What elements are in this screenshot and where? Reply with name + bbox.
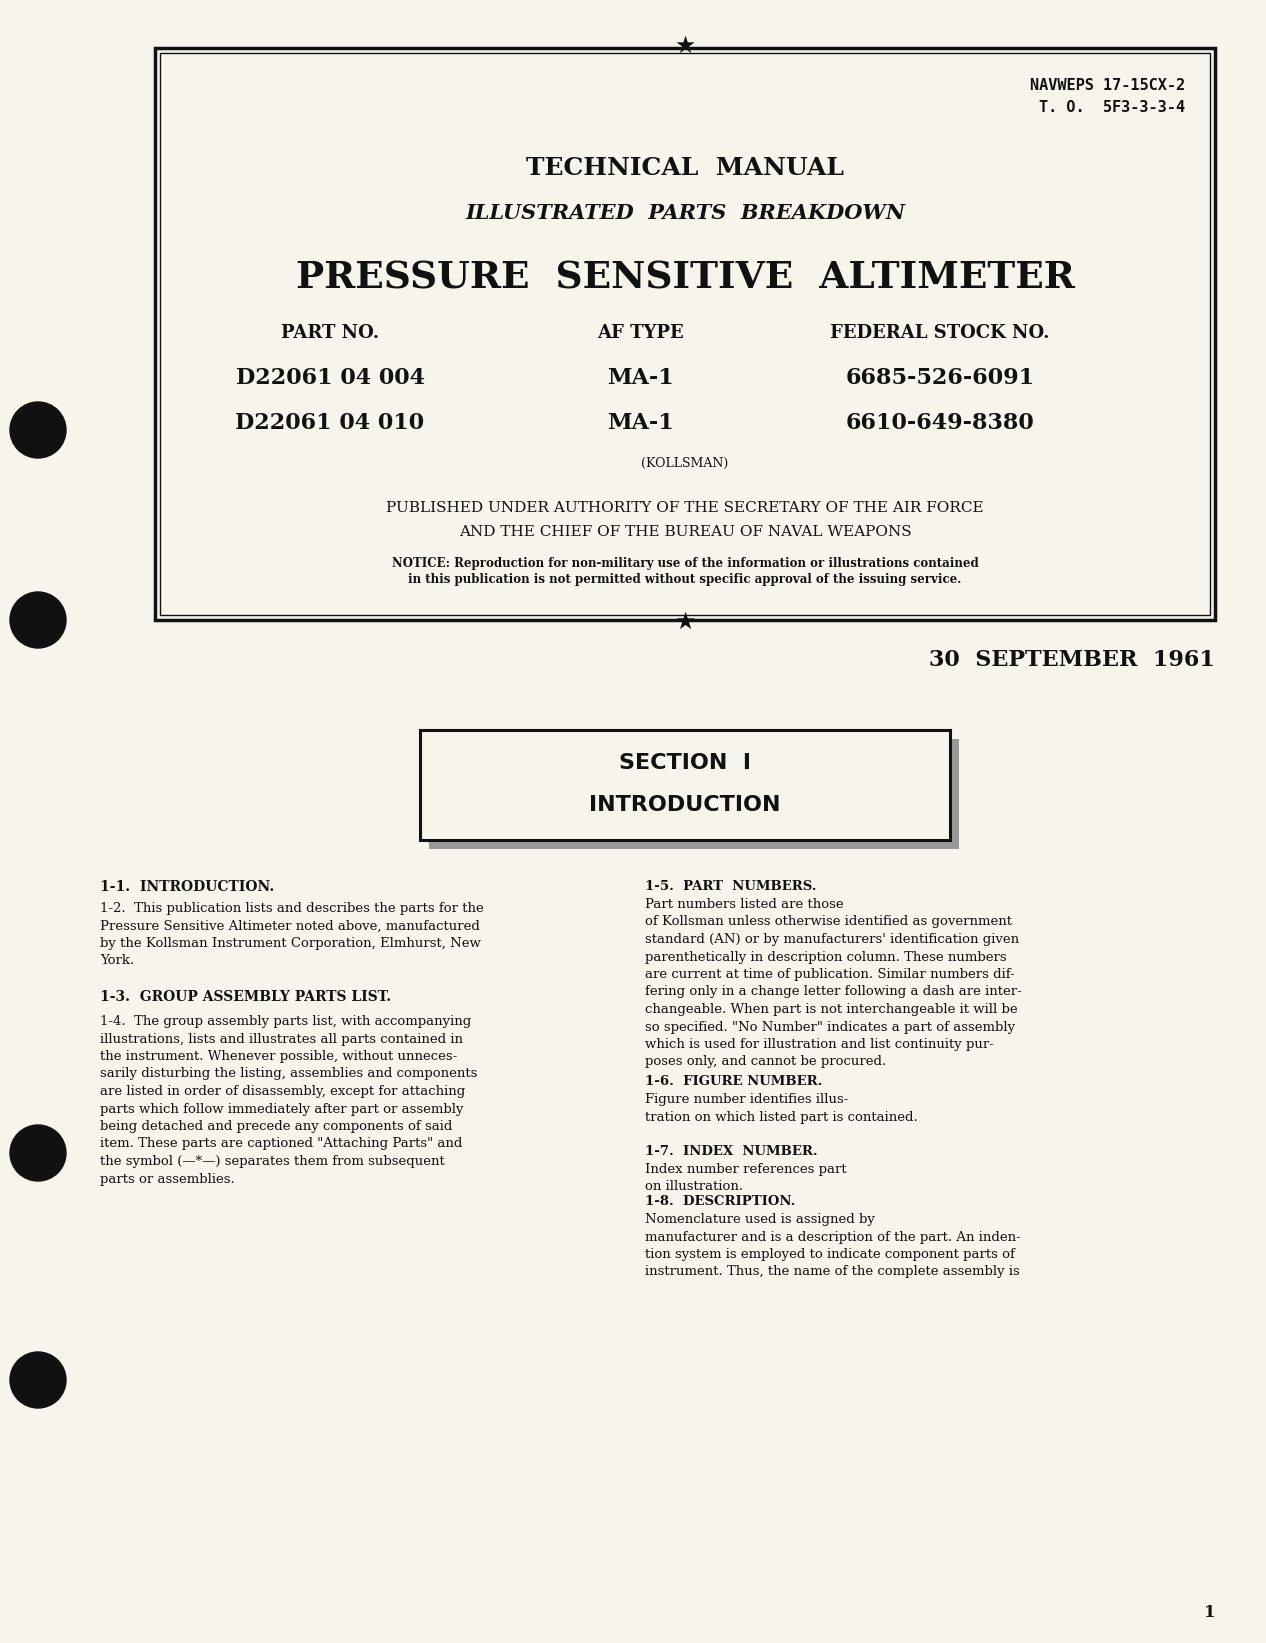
- Text: 1-5.  PART  NUMBERS.: 1-5. PART NUMBERS.: [644, 881, 817, 894]
- Text: Index number references part
on illustration.: Index number references part on illustra…: [644, 1163, 847, 1193]
- Text: MA-1: MA-1: [606, 366, 674, 389]
- Text: D22061 04 004: D22061 04 004: [235, 366, 424, 389]
- Text: SECTION  I: SECTION I: [619, 752, 751, 772]
- Text: 1-4.  The group assembly parts list, with accompanying
illustrations, lists and : 1-4. The group assembly parts list, with…: [100, 1015, 477, 1186]
- Text: INTRODUCTION: INTRODUCTION: [589, 795, 781, 815]
- Text: 6610-649-8380: 6610-649-8380: [846, 412, 1034, 434]
- Bar: [154, 48, 1215, 619]
- Circle shape: [10, 1125, 66, 1181]
- Text: PRESSURE  SENSITIVE  ALTIMETER: PRESSURE SENSITIVE ALTIMETER: [295, 260, 1075, 296]
- Text: AF TYPE: AF TYPE: [596, 324, 684, 342]
- Text: AND THE CHIEF OF THE BUREAU OF NAVAL WEAPONS: AND THE CHIEF OF THE BUREAU OF NAVAL WEA…: [458, 526, 912, 539]
- Text: MA-1: MA-1: [606, 412, 674, 434]
- Text: PART NO.: PART NO.: [281, 324, 379, 342]
- Text: D22061 04 010: D22061 04 010: [235, 412, 424, 434]
- Text: T. O.  5F3-3-3-4: T. O. 5F3-3-3-4: [1039, 100, 1185, 115]
- Text: ILLUSTRATED  PARTS  BREAKDOWN: ILLUSTRATED PARTS BREAKDOWN: [465, 204, 905, 223]
- Text: Nomenclature used is assigned by
manufacturer and is a description of the part. : Nomenclature used is assigned by manufac…: [644, 1213, 1020, 1278]
- Text: in this publication is not permitted without specific approval of the issuing se: in this publication is not permitted wit…: [409, 572, 962, 585]
- Text: 1-8.  DESCRIPTION.: 1-8. DESCRIPTION.: [644, 1194, 795, 1208]
- Text: 30  SEPTEMBER  1961: 30 SEPTEMBER 1961: [929, 649, 1215, 670]
- Circle shape: [10, 1352, 66, 1408]
- Text: ★: ★: [675, 610, 695, 634]
- Text: 1: 1: [1204, 1604, 1215, 1622]
- Text: (KOLLSMAN): (KOLLSMAN): [642, 457, 729, 470]
- Text: Figure number identifies illus-
tration on which listed part is contained.: Figure number identifies illus- tration …: [644, 1093, 918, 1124]
- Text: PUBLISHED UNDER AUTHORITY OF THE SECRETARY OF THE AIR FORCE: PUBLISHED UNDER AUTHORITY OF THE SECRETA…: [386, 501, 984, 514]
- Text: FEDERAL STOCK NO.: FEDERAL STOCK NO.: [830, 324, 1050, 342]
- Text: 1-3.  GROUP ASSEMBLY PARTS LIST.: 1-3. GROUP ASSEMBLY PARTS LIST.: [100, 991, 391, 1004]
- Text: ★: ★: [675, 35, 695, 58]
- Text: 6685-526-6091: 6685-526-6091: [846, 366, 1034, 389]
- Circle shape: [10, 591, 66, 647]
- Bar: [429, 739, 960, 849]
- Circle shape: [10, 403, 66, 458]
- Text: TECHNICAL  MANUAL: TECHNICAL MANUAL: [527, 156, 844, 181]
- Text: 1-7.  INDEX  NUMBER.: 1-7. INDEX NUMBER.: [644, 1145, 818, 1158]
- Bar: [420, 729, 950, 840]
- Text: 1-6.  FIGURE NUMBER.: 1-6. FIGURE NUMBER.: [644, 1075, 823, 1088]
- Text: 1-2.  This publication lists and describes the parts for the
Pressure Sensitive : 1-2. This publication lists and describe…: [100, 902, 484, 968]
- Bar: [160, 53, 1210, 614]
- Text: NOTICE: Reproduction for non-military use of the information or illustrations co: NOTICE: Reproduction for non-military us…: [391, 557, 979, 570]
- Text: NAVWEPS 17-15CX-2: NAVWEPS 17-15CX-2: [1029, 77, 1185, 94]
- Text: 1-1.  INTRODUCTION.: 1-1. INTRODUCTION.: [100, 881, 275, 894]
- Text: Part numbers listed are those
of Kollsman unless otherwise identified as governm: Part numbers listed are those of Kollsma…: [644, 899, 1022, 1068]
